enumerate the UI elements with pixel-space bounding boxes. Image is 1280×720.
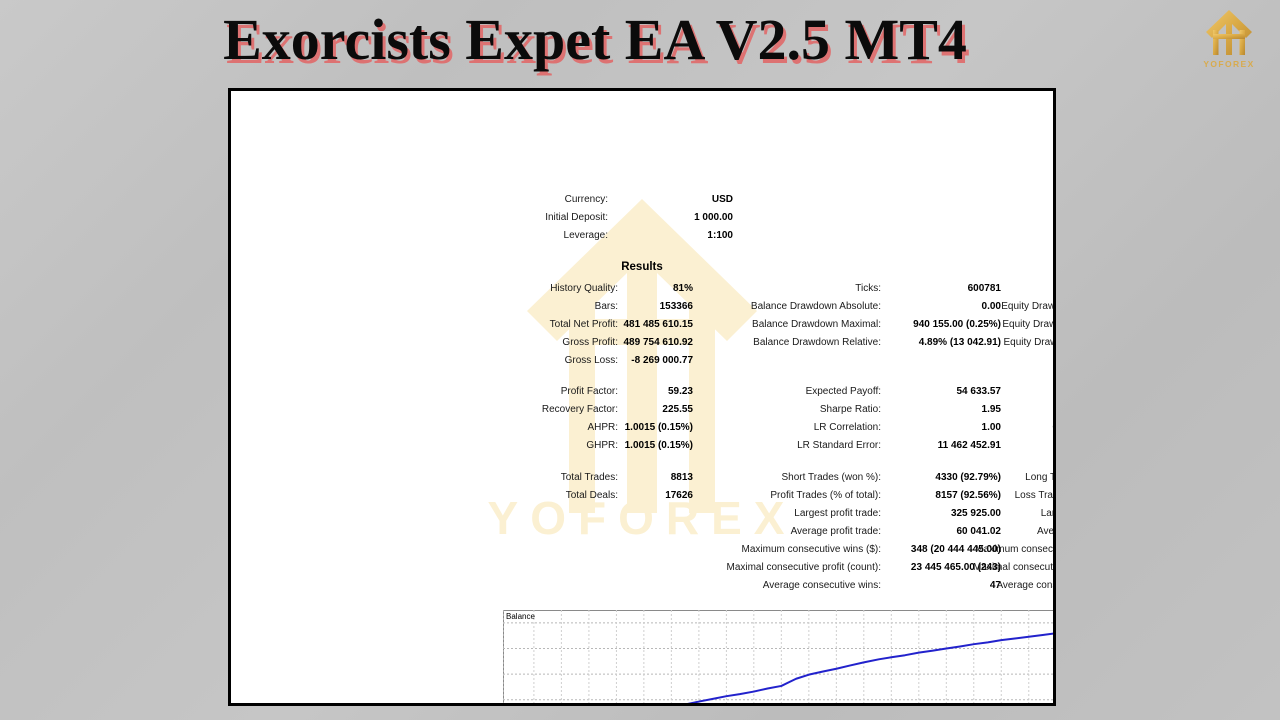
stat-value: 47 <box>989 580 1001 591</box>
stats-block2-middle: Expected Payoff: 54 633.57 Sharpe Ratio: 1.… <box>711 383 1001 455</box>
stat-value: -8 269 000.77 <box>631 355 693 366</box>
stat-label: Bars: <box>594 301 618 312</box>
stat-value: 4330 (92.79%) <box>935 472 1001 483</box>
stat-label: Balance Drawdown Maximal: <box>752 319 881 330</box>
stat-label: Equity Drawdown Absolute: <box>1001 301 1056 312</box>
stat-value: 1:100 <box>707 230 733 241</box>
stat-label: Leverage: <box>563 230 608 241</box>
stat-label: Average profit trade: <box>790 526 881 537</box>
stats-block3-left: Total Trades: 8813 Total Deals: 17626 <box>503 469 693 505</box>
stat-value: 325 925.00 <box>950 508 1001 519</box>
stat-label: Total Trades: <box>560 472 618 483</box>
stat-label: Maximum consecutive losses ($): <box>975 544 1053 555</box>
stat-label: Balance Drawdown Relative: <box>753 337 881 348</box>
results-heading: Results <box>621 261 663 273</box>
stat-label: Largest profit trade: <box>794 508 881 519</box>
stat-label: Profit Trades (% of total): <box>770 490 881 501</box>
stat-value: 940 155.00 (0.25%) <box>913 319 1001 330</box>
stat-label: Total Deals: <box>565 490 618 501</box>
stat-label: Symbols: <box>973 280 1053 298</box>
stat-value: 348 (20 444 445.00) <box>910 544 1001 555</box>
stat-label: Equity Drawdown Relative: <box>1003 337 1056 348</box>
stat-label: Margin Level: <box>973 383 1053 401</box>
stat-label: Equity Drawdown Maximal: <box>1002 319 1056 330</box>
page-title: Exorcists Expet EA V2.5 MT4 <box>223 7 967 72</box>
stat-label: AHPR: <box>587 422 618 433</box>
chart-line-svg <box>503 610 1053 703</box>
stat-value: 1.0015 (0.15%) <box>624 422 693 433</box>
stats-block1-right: Symbols:1Equity Drawdown Absolute:7.00Eq… <box>973 280 1056 352</box>
logo-wordmark: YOFOREX <box>1203 59 1255 69</box>
stat-value: 1 000.00 <box>694 212 733 223</box>
instrument-info-grid: Symbol:GBPUSDPeriod:H1 (1993.05.12 - 202… <box>1023 185 1053 221</box>
stat-value: 11 462 452.91 <box>937 440 1001 451</box>
stat-label: Currency: <box>564 194 608 205</box>
stat-label: LR Correlation: <box>813 422 881 433</box>
stat-label: Z-Score: <box>973 401 1053 419</box>
stat-label: Recovery Factor: <box>541 404 618 415</box>
report-content: Currency: USD Initial Deposit: 1 000.00 Leve… <box>231 91 1053 703</box>
stat-value: 0.00 <box>981 301 1001 312</box>
stat-value: 1.00 <box>981 422 1001 433</box>
stat-value: 81% <box>672 283 693 294</box>
stat-label: History Quality: <box>550 283 618 294</box>
stat-label: Balance Drawdown Absolute: <box>750 301 881 312</box>
stat-label: Total Net Profit: <box>549 319 618 330</box>
strategy-tester-report: YOFOREX Currency: USD Initial Deposit: 1 00… <box>228 88 1056 706</box>
stat-label: Average loss trade: <box>1037 526 1055 537</box>
stat-label: Initial Deposit: <box>545 212 608 223</box>
stats-block1-middle: Ticks: 600781 Balance Drawdown Absolute: 0.… <box>711 280 1001 352</box>
stat-label: Loss Trades (% of total): <box>1014 490 1053 501</box>
stat-value: 8157 (92.56%) <box>935 490 1001 501</box>
stat-label: Gross Profit: <box>562 337 618 348</box>
account-info-grid: Currency: USD Initial Deposit: 1 000.00 Leve… <box>527 191 733 245</box>
stat-value: 4.89% (13 042.91) <box>918 337 1001 348</box>
stat-value: 60 041.02 <box>956 526 1002 537</box>
stat-value: 225.55 <box>662 404 693 415</box>
stat-label: Maximal consecutive profit (count): <box>726 562 881 573</box>
yoforex-arrow-icon <box>1206 10 1252 55</box>
stats-block2-left: Profit Factor: 59.23 Recovery Factor: 225.5… <box>503 383 693 455</box>
stat-label: Short Trades (won %): <box>781 472 881 483</box>
stats-block3-right: Long Trades (won %):4483 (92.33%)Loss Tr… <box>949 469 1056 595</box>
stat-label: Long Trades (won %): <box>1025 472 1056 483</box>
page-header: Exorcists Expet EA V2.5 MT4 YOFOREX <box>0 0 1280 88</box>
stat-value: 489 754 610.92 <box>623 337 693 348</box>
balance-chart: Balance 04117771143150918742240260629723… <box>503 610 1053 703</box>
stat-label: GHPR: <box>586 440 618 451</box>
stat-label: Expected Payoff: <box>805 386 881 397</box>
stats-block1-left: History Quality: 81% Bars: 153366 Total Net … <box>503 280 693 370</box>
stat-label: OnTester result: <box>973 419 1053 437</box>
stat-label: Gross Loss: <box>564 355 618 366</box>
stat-label: Maximal consecutive loss (count): <box>972 562 1056 573</box>
stat-label: Ticks: <box>855 283 881 294</box>
stat-value: 54 633.57 <box>956 386 1002 397</box>
stat-value: 17626 <box>665 490 693 501</box>
stat-value: 1.95 <box>981 404 1001 415</box>
stats-block2-right: Margin Level:525.15%Z-Score:-67.27 (99.7… <box>973 383 1053 437</box>
stat-value: 8813 <box>670 472 693 483</box>
stat-label: Average consecutive wins: <box>762 580 881 591</box>
stat-label: Maximum consecutive wins ($): <box>741 544 881 555</box>
stat-label: Largest loss trade: <box>1040 508 1056 519</box>
stat-value: 600781 <box>967 283 1001 294</box>
stat-label: Sharpe Ratio: <box>819 404 881 415</box>
stat-value: 153366 <box>659 301 693 312</box>
stats-block3-middle: Short Trades (won %): 4330 (92.79%) Profit… <box>683 469 1001 595</box>
stat-value: 59.23 <box>667 386 693 397</box>
stat-label: Average consecutive losses: <box>996 580 1053 591</box>
stat-label: Period: <box>1023 203 1053 221</box>
stat-value: 1.0015 (0.15%) <box>624 440 693 451</box>
chart-plot-area <box>503 610 1053 703</box>
stat-label: Symbol: <box>1023 185 1053 203</box>
yoforex-logo: YOFOREX <box>1192 8 1266 78</box>
stat-value: 481 485 610.15 <box>623 319 693 330</box>
stat-label: LR Standard Error: <box>797 440 881 451</box>
stat-label: Profit Factor: <box>560 386 618 397</box>
chart-title: Balance <box>506 612 535 621</box>
stat-value: 23 445 465.00 (243) <box>910 562 1001 573</box>
stat-value: USD <box>711 194 733 205</box>
